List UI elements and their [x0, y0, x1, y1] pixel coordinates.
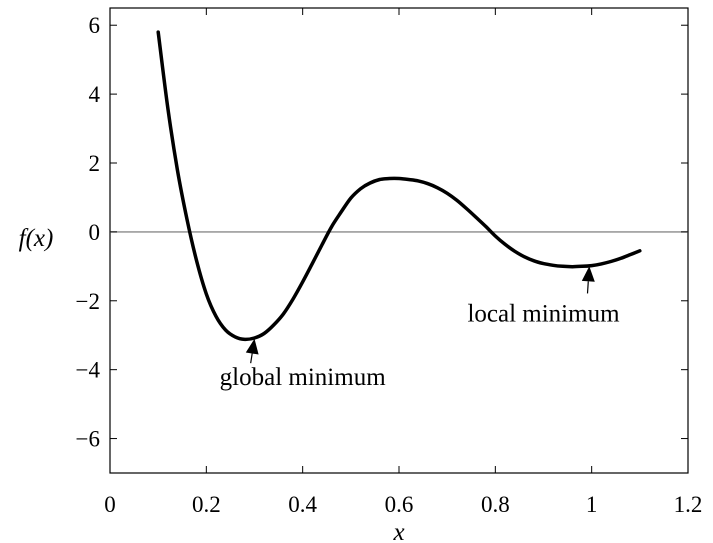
x-tick-label: 0.6	[385, 492, 414, 517]
y-tick-label: −2	[76, 289, 100, 314]
x-tick-label: 1	[586, 492, 598, 517]
x-tick-label: 0.8	[481, 492, 510, 517]
x-tick-label: 1.2	[674, 492, 703, 517]
x-tick-label: 0.2	[192, 492, 221, 517]
x-tick-label: 0.4	[288, 492, 317, 517]
annotation-label: global minimum	[220, 364, 387, 391]
annotation-arrowhead	[581, 266, 595, 282]
y-tick-label: 2	[89, 151, 101, 176]
y-tick-label: 4	[89, 82, 101, 107]
y-tick-label: 6	[89, 13, 101, 38]
annotation-label: local minimum	[467, 300, 620, 327]
annotation-arrow-line	[586, 281, 589, 294]
annotation-arrowhead	[245, 338, 259, 355]
y-tick-label: −4	[76, 358, 101, 383]
x-axis-ticks: 0 0.2 0.4 0.6 0.8 1 1.2	[104, 8, 702, 517]
y-axis-label: f(x)	[19, 225, 54, 252]
annotations: global minimum local minimum	[220, 266, 620, 391]
x-tick-label: 0	[104, 492, 116, 517]
series-line	[156, 30, 642, 342]
y-tick-label: 0	[89, 220, 101, 245]
plot-frame	[109, 7, 689, 474]
annotation-arrow-line	[250, 353, 253, 364]
y-tick-label: −6	[76, 427, 100, 452]
y-axis-ticks: 6 4 2 0 −2 −4 −6	[76, 13, 688, 452]
x-axis-label: x	[392, 519, 404, 543]
